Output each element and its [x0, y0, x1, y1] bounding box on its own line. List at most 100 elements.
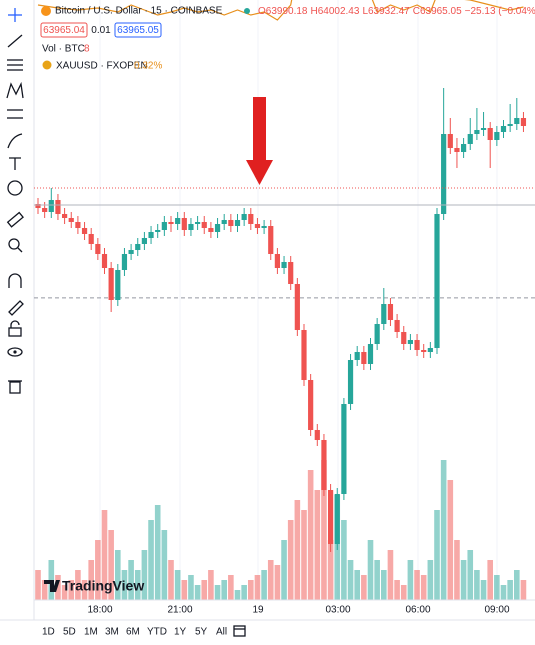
range-button[interactable]: 1Y	[174, 627, 187, 638]
icon-tool[interactable]	[7, 180, 23, 196]
crosshair-tool[interactable]	[8, 8, 22, 22]
candle-body	[208, 228, 214, 232]
range-button[interactable]: 1D	[42, 627, 55, 638]
logo: TradingView	[44, 578, 144, 594]
range-button[interactable]: 3M	[105, 627, 119, 638]
time-label: 06:00	[405, 605, 430, 616]
ohlc-item: L63932.47	[362, 6, 410, 17]
volume-bar	[101, 510, 108, 600]
annotation-arrow	[246, 97, 273, 185]
measure-tool[interactable]	[7, 109, 23, 119]
candle-body	[214, 224, 221, 232]
range-button[interactable]: 5Y	[195, 627, 208, 638]
ohlc-item: H64002.43	[311, 6, 360, 17]
volume-bar	[141, 550, 148, 600]
ask-box[interactable]	[114, 22, 162, 38]
range-button[interactable]: YTD	[147, 627, 167, 638]
volume-bar	[514, 570, 520, 600]
volume-bar	[387, 550, 394, 600]
volume-bar	[474, 570, 480, 600]
volume-bar	[115, 550, 121, 600]
volume-bar	[400, 585, 407, 600]
volume-bar	[454, 540, 460, 600]
candle-body	[354, 352, 360, 360]
magnet-tool[interactable]	[8, 273, 22, 288]
volume-label: Vol · BTC	[42, 44, 85, 55]
fib-tool[interactable]	[7, 59, 23, 71]
zoom-tool[interactable]	[8, 238, 23, 253]
volume-bar	[381, 570, 387, 600]
brush-tool[interactable]	[7, 133, 23, 149]
volume-bar	[327, 540, 334, 600]
candle-body	[181, 218, 187, 230]
candle-body	[387, 304, 394, 320]
volume-bar	[374, 560, 380, 600]
time-label: 09:00	[484, 605, 509, 616]
volume-bar	[248, 580, 254, 600]
time-label: 03:00	[325, 605, 350, 616]
range-button[interactable]: 6M	[126, 627, 140, 638]
candle-body	[95, 244, 101, 254]
delete-tool[interactable]	[8, 380, 22, 394]
compare-symbol: XAUUSD · FXOPEN	[56, 61, 148, 72]
range-button[interactable]: 5D	[63, 627, 76, 638]
pattern-tool[interactable]	[6, 81, 24, 99]
range-button[interactable]: All	[216, 627, 227, 638]
volume-bar	[68, 580, 75, 600]
volume-bar	[181, 580, 188, 600]
date-range-icon[interactable]	[233, 625, 246, 637]
candle-body	[141, 238, 147, 244]
candle-body	[294, 284, 300, 330]
volume-bar	[134, 570, 141, 600]
volume-bar	[287, 520, 294, 600]
volume-bar	[241, 585, 247, 600]
lock-tool[interactable]	[8, 320, 22, 337]
candle-body	[474, 130, 480, 134]
text-tool[interactable]	[9, 157, 21, 170]
candle-body	[55, 200, 61, 214]
volume-bar	[161, 530, 168, 600]
candle-body	[334, 494, 340, 544]
candle-body	[35, 204, 41, 208]
volume-bar	[201, 580, 208, 600]
volume-bar	[261, 570, 267, 600]
volume-bar	[88, 560, 94, 600]
visibility-tool[interactable]	[7, 347, 23, 357]
compare-line	[37, 0, 524, 21]
volume-bar	[494, 575, 500, 600]
volume-bar	[194, 585, 201, 600]
candle-body	[447, 134, 453, 148]
time-label: 21:00	[167, 605, 192, 616]
volume-bar	[221, 580, 227, 600]
logo-text: TradingView	[62, 578, 144, 594]
volume-bar	[520, 580, 527, 600]
ohlc-item: O63990.18	[258, 6, 308, 17]
candle-body	[381, 304, 387, 324]
volume-bar	[434, 510, 440, 600]
candle-body	[480, 128, 487, 130]
candle-body	[367, 344, 374, 364]
candle-body	[454, 148, 460, 152]
time-label: 18:00	[87, 605, 112, 616]
candle-body	[115, 270, 121, 300]
range-button[interactable]: 1M	[84, 627, 98, 638]
candle-body	[42, 208, 48, 212]
candle-body	[248, 214, 254, 224]
candle-body	[128, 250, 134, 254]
candle-body	[500, 126, 507, 132]
trendline-tool[interactable]	[7, 34, 23, 48]
candle-body	[254, 224, 261, 228]
candle-body	[48, 200, 54, 212]
volume-bar	[81, 580, 88, 600]
lock-draw-tool[interactable]	[8, 300, 24, 316]
candle-body	[101, 254, 108, 268]
symbol-title: Bitcoin / U.S. Dollar · 15 · COINBASE	[55, 6, 223, 17]
ruler-tool[interactable]	[6, 211, 24, 228]
volume-bar	[55, 575, 61, 600]
bid-box[interactable]	[40, 22, 88, 38]
volume-bar	[414, 570, 420, 600]
volume-bar	[228, 575, 234, 600]
volume-bar	[321, 460, 327, 600]
candle-body	[288, 262, 294, 284]
volume-bar	[347, 560, 354, 600]
